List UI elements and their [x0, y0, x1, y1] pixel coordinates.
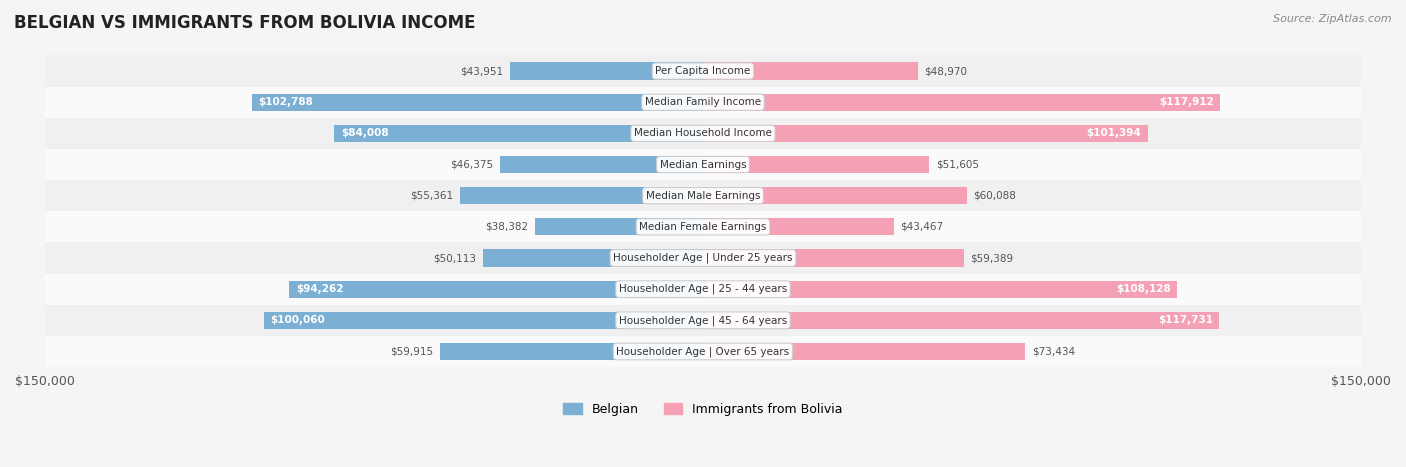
FancyBboxPatch shape	[45, 149, 1361, 180]
Text: $59,389: $59,389	[970, 253, 1014, 263]
Text: Householder Age | Over 65 years: Householder Age | Over 65 years	[616, 346, 790, 357]
FancyBboxPatch shape	[45, 211, 1361, 242]
Text: $59,915: $59,915	[391, 347, 433, 356]
Text: $101,394: $101,394	[1087, 128, 1142, 138]
Bar	[703, 218, 894, 235]
Text: $102,788: $102,788	[259, 97, 314, 107]
FancyBboxPatch shape	[45, 180, 1361, 211]
FancyBboxPatch shape	[45, 305, 1361, 336]
Text: Median Family Income: Median Family Income	[645, 97, 761, 107]
FancyBboxPatch shape	[45, 242, 1361, 274]
FancyBboxPatch shape	[45, 118, 1361, 149]
Text: $55,361: $55,361	[411, 191, 454, 201]
Bar	[252, 94, 703, 111]
Bar	[499, 156, 703, 173]
FancyBboxPatch shape	[45, 87, 1361, 118]
Bar	[703, 312, 1219, 329]
Text: Per Capita Income: Per Capita Income	[655, 66, 751, 76]
Bar	[703, 187, 966, 204]
Text: Median Household Income: Median Household Income	[634, 128, 772, 138]
Text: $48,970: $48,970	[924, 66, 967, 76]
Bar	[703, 125, 1147, 142]
Text: $117,731: $117,731	[1159, 315, 1213, 325]
FancyBboxPatch shape	[45, 336, 1361, 367]
Text: $94,262: $94,262	[297, 284, 343, 294]
Text: $43,951: $43,951	[461, 66, 503, 76]
FancyBboxPatch shape	[45, 274, 1361, 305]
Text: $100,060: $100,060	[270, 315, 325, 325]
Text: $38,382: $38,382	[485, 222, 529, 232]
Text: Householder Age | 25 - 44 years: Householder Age | 25 - 44 years	[619, 284, 787, 294]
Bar	[703, 156, 929, 173]
Bar	[460, 187, 703, 204]
Text: $60,088: $60,088	[973, 191, 1017, 201]
Text: $51,605: $51,605	[936, 160, 979, 170]
Bar	[264, 312, 703, 329]
Text: Median Earnings: Median Earnings	[659, 160, 747, 170]
Text: Median Female Earnings: Median Female Earnings	[640, 222, 766, 232]
Legend: Belgian, Immigrants from Bolivia: Belgian, Immigrants from Bolivia	[558, 398, 848, 421]
Text: $108,128: $108,128	[1116, 284, 1171, 294]
Text: $46,375: $46,375	[450, 160, 494, 170]
Bar	[290, 281, 703, 298]
Bar	[335, 125, 703, 142]
Bar	[534, 218, 703, 235]
Text: BELGIAN VS IMMIGRANTS FROM BOLIVIA INCOME: BELGIAN VS IMMIGRANTS FROM BOLIVIA INCOM…	[14, 14, 475, 32]
Text: $117,912: $117,912	[1159, 97, 1213, 107]
Text: $73,434: $73,434	[1032, 347, 1074, 356]
Bar	[484, 249, 703, 267]
Bar	[703, 281, 1177, 298]
Text: $50,113: $50,113	[433, 253, 477, 263]
Text: Householder Age | Under 25 years: Householder Age | Under 25 years	[613, 253, 793, 263]
FancyBboxPatch shape	[45, 56, 1361, 87]
Text: Source: ZipAtlas.com: Source: ZipAtlas.com	[1274, 14, 1392, 24]
Bar	[440, 343, 703, 360]
Bar	[510, 63, 703, 79]
Bar	[703, 94, 1220, 111]
Text: Median Male Earnings: Median Male Earnings	[645, 191, 761, 201]
Bar	[703, 63, 918, 79]
Text: $43,467: $43,467	[900, 222, 943, 232]
Text: Householder Age | 45 - 64 years: Householder Age | 45 - 64 years	[619, 315, 787, 325]
Bar	[703, 343, 1025, 360]
Bar	[703, 249, 963, 267]
Text: $84,008: $84,008	[342, 128, 388, 138]
